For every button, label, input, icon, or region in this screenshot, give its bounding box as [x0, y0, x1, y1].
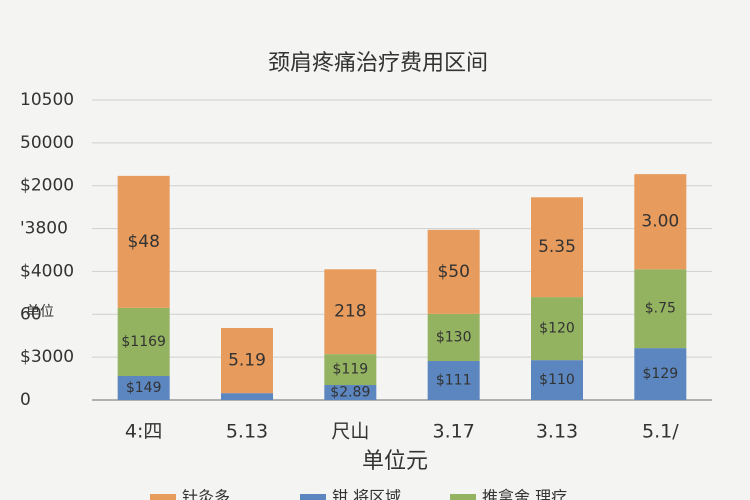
bar-segment: [634, 174, 687, 270]
bar-segment: [634, 269, 687, 349]
data-label: $2.89: [330, 385, 370, 401]
bar-segment: [221, 393, 273, 400]
bar-segment: [531, 360, 583, 400]
bar-segment: [117, 376, 170, 400]
legend-label: 钳 将区域: [332, 488, 401, 500]
bar-segment: [117, 175, 170, 308]
data-label: $.75: [645, 301, 676, 317]
x-axis-label: 单位元: [362, 449, 428, 474]
bar-segment: [427, 229, 480, 314]
bar-segment: [324, 385, 377, 400]
x-tick-label: 尺山: [331, 421, 369, 443]
data-label: $1169: [121, 334, 166, 350]
y-tick-label: 60: [20, 304, 42, 324]
chart-title: 颈肩疼痛治疗费用区间: [268, 51, 488, 76]
data-label: $48: [127, 232, 159, 252]
data-label: $149: [126, 380, 162, 396]
legend-label: 推拿舍 理疗: [482, 488, 567, 500]
y-tick-label: $3000: [20, 347, 74, 367]
data-label: 5.35: [538, 237, 576, 257]
data-label: $50: [437, 262, 469, 282]
x-tick-label: 3.17: [433, 421, 475, 443]
y-tick-label: $4000: [20, 261, 74, 281]
data-label: 3.00: [641, 212, 679, 232]
bar-segment: [427, 313, 480, 361]
legend-swatch: [450, 494, 476, 500]
data-label: 5.19: [228, 351, 266, 371]
x-tick-label: 5.1/: [642, 421, 679, 443]
x-tick-label: 5.13: [226, 421, 268, 443]
data-label: $129: [643, 366, 679, 382]
legend-swatch: [150, 494, 176, 500]
legend-swatch: [300, 494, 326, 500]
legend-label: 针灸多: [182, 488, 230, 500]
y-tick-label: $2000: [20, 176, 74, 196]
x-tick-label: 4:四: [125, 421, 163, 443]
data-label: 218: [334, 302, 366, 322]
data-label: $120: [539, 321, 575, 337]
y-tick-label: '3800: [20, 219, 68, 239]
y-tick-label: 10500: [20, 90, 74, 110]
bar-segment: [634, 348, 687, 400]
y-tick-label: 50000: [20, 133, 74, 153]
bar-segment: [324, 354, 377, 385]
data-label: $119: [333, 362, 369, 378]
bar-segment: [324, 269, 377, 355]
data-label: $111: [436, 373, 472, 389]
bar-segment: [117, 307, 170, 376]
bar-segment: [531, 297, 583, 361]
data-label: $130: [436, 329, 472, 345]
y-tick-label: 0: [20, 390, 31, 410]
bar-segment: [531, 197, 583, 298]
bar-segment: [221, 328, 273, 394]
x-tick-label: 3.13: [536, 421, 578, 443]
bar-segment: [427, 361, 480, 400]
data-label: $110: [539, 372, 575, 388]
y-axis-label: 单位: [26, 304, 54, 320]
